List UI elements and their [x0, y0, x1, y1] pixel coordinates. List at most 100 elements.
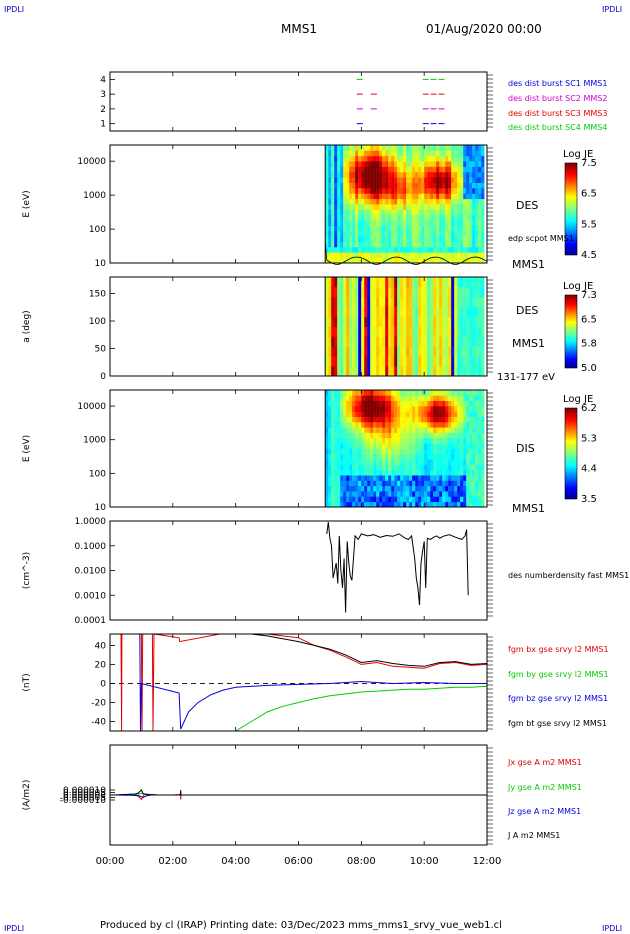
panel-1-spectrogram-cell	[412, 230, 416, 237]
panel-1-spectrogram-cell	[460, 214, 464, 221]
panel-3-spectrogram-cell	[463, 459, 467, 465]
panel-1-spectrogram-cell	[403, 161, 407, 167]
panel-3-spectrogram-cell	[346, 459, 350, 465]
panel-3-spectrogram-cell	[445, 480, 449, 487]
panel-1-spectrogram-cell	[415, 145, 419, 151]
panel-3-spectrogram-cell	[415, 475, 419, 481]
panel-3-spectrogram-cell	[460, 406, 464, 412]
panel-2-spectrogram-cell	[337, 277, 341, 288]
panel-3-spectrogram-cell	[442, 496, 446, 503]
panel-1-spectrogram-cell	[370, 236, 374, 242]
panel-1-spectrogram-cell	[418, 225, 422, 232]
panel-1-spectrogram-cell	[334, 236, 338, 242]
panel-3-spectrogram-cell	[451, 448, 455, 455]
panel-1-spectrogram-cell	[415, 193, 419, 200]
panel-1-spectrogram-cell	[340, 220, 344, 226]
panel-1-spectrogram-cell	[433, 252, 437, 259]
panel-2-spectrogram-cell	[334, 366, 338, 377]
panel-2-spectrogram-cell	[451, 356, 455, 367]
panel-2-spectrogram-cell	[415, 326, 419, 337]
panel-3-spectrogram-cell	[376, 416, 380, 423]
panel-2-spectrogram-cell	[409, 286, 413, 298]
panel-3-spectrogram-cell	[475, 453, 479, 460]
panel-1-spectrogram-cell	[328, 230, 332, 237]
panel-3-spectrogram-cell	[406, 485, 410, 492]
panel-2-spectrogram-cell	[346, 306, 350, 317]
panel-3-spectrogram-cell	[328, 390, 332, 396]
panel-3-spectrogram-cell	[463, 501, 467, 508]
panel-3-spectrogram-cell	[376, 453, 380, 460]
panel-2-spectrogram-cell	[331, 346, 335, 357]
panel-3-spectrogram-cell	[412, 475, 416, 481]
panel-1-spectrogram-cell	[433, 236, 437, 242]
panel-1-spectrogram-cell	[373, 236, 377, 242]
panel-2-spectrogram-cell	[334, 326, 338, 337]
panel-1-spectrogram-cell	[370, 241, 374, 248]
panel-1-spectrogram-cell	[478, 193, 482, 200]
panel-1-spectrogram-cell	[376, 182, 380, 189]
panel-2-spectrogram-cell	[343, 336, 347, 347]
panel-1-spectrogram-cell	[439, 241, 443, 248]
panel-1-colorbar-tick: 7.5	[581, 158, 597, 169]
panel-1-spectrogram-cell	[337, 182, 341, 189]
panel-1-spectrogram-cell	[397, 252, 401, 259]
panel-3-spectrogram-cell	[436, 459, 440, 465]
panel-3-spectrogram-cell	[352, 411, 356, 417]
panel-1-spectrogram-cell	[439, 236, 443, 242]
panel-3-spectrogram-cell	[418, 501, 422, 508]
panel-3-spectrogram-cell	[400, 448, 404, 455]
panel-1-spectrogram-cell	[478, 214, 482, 221]
panel-2-spectrogram-cell	[478, 336, 482, 347]
panel-3-spectrogram-cell	[358, 390, 362, 396]
panel-3-spectrogram-cell	[433, 432, 437, 439]
panel-3-spectrogram-cell	[391, 406, 395, 412]
panel-1-spectrogram-cell	[478, 209, 482, 216]
panel-3-spectrogram-cell	[451, 475, 455, 481]
panel-2-spectrogram-cell	[421, 346, 425, 357]
panel-1-spectrogram-cell	[463, 241, 467, 248]
panel-3-spectrogram-cell	[415, 491, 419, 497]
panel-1-spectrogram-cell	[361, 161, 365, 167]
panel-3-spectrogram-cell	[340, 459, 344, 465]
energy-range-label: 131-177 eV	[497, 372, 555, 383]
panel-1-spectrogram-cell	[349, 177, 353, 183]
panel-1-spectrogram-cell	[361, 220, 365, 226]
panel-1-spectrogram-cell	[349, 214, 353, 221]
panel-3-colorbar-tick: 3.5	[581, 494, 597, 505]
panel-1-spectrogram-cell	[331, 209, 335, 216]
panel-1-spectrogram-cell	[445, 182, 449, 189]
panel-2-spectrogram-cell	[361, 336, 365, 347]
panel-1-spectrogram-cell	[427, 236, 431, 242]
panel-1-spectrogram-cell	[394, 193, 398, 200]
panel-2-spectrogram-cell	[403, 326, 407, 337]
panel-1-spectrogram-cell	[343, 241, 347, 248]
panel-1-spectrogram-cell	[343, 177, 347, 183]
footer-credit: Produced by cl (IRAP) Printing date: 03/…	[100, 920, 502, 931]
corner-label-bottom-left: IPDLI	[4, 924, 25, 933]
panel-1-spectrogram-cell	[337, 246, 341, 253]
panel-1-spectrogram-cell	[367, 204, 371, 210]
panel-1-spectrogram-cell	[397, 150, 401, 157]
panel-2-spectrogram-cell	[439, 316, 443, 327]
panel-1-spectrogram-cell	[430, 252, 434, 259]
panel-1-spectrogram-cell	[472, 166, 476, 173]
panel-3-spectrogram-cell	[376, 475, 380, 481]
panel-3-spectrogram-cell	[424, 453, 428, 460]
panel-3-spectrogram-cell	[367, 491, 371, 497]
panel-3-spectrogram-cell	[424, 437, 428, 444]
panel-3-spectrogram-cell	[475, 416, 479, 423]
panel-1-colorbar	[564, 162, 578, 256]
panel-1-spectrogram-cell	[343, 230, 347, 237]
panel-1-spectrogram-cell	[349, 187, 353, 194]
panel-3-spectrogram-cell	[442, 464, 446, 471]
panel-1-spectrogram-cell	[346, 236, 350, 242]
panel-1-spectrogram-cell	[406, 187, 410, 194]
panel-3-spectrogram-cell	[400, 496, 404, 503]
panel-2-spectrogram-cell	[430, 326, 434, 337]
panel-3-spectrogram-cell	[391, 432, 395, 439]
panel-1-spectrogram-cell	[406, 257, 410, 264]
panel-3-spectrogram-cell	[448, 406, 452, 412]
panel-3-spectrogram-cell	[469, 395, 473, 401]
panel-3-spectrogram-cell	[460, 453, 464, 460]
panel-2-spectrogram-cell	[364, 366, 368, 377]
